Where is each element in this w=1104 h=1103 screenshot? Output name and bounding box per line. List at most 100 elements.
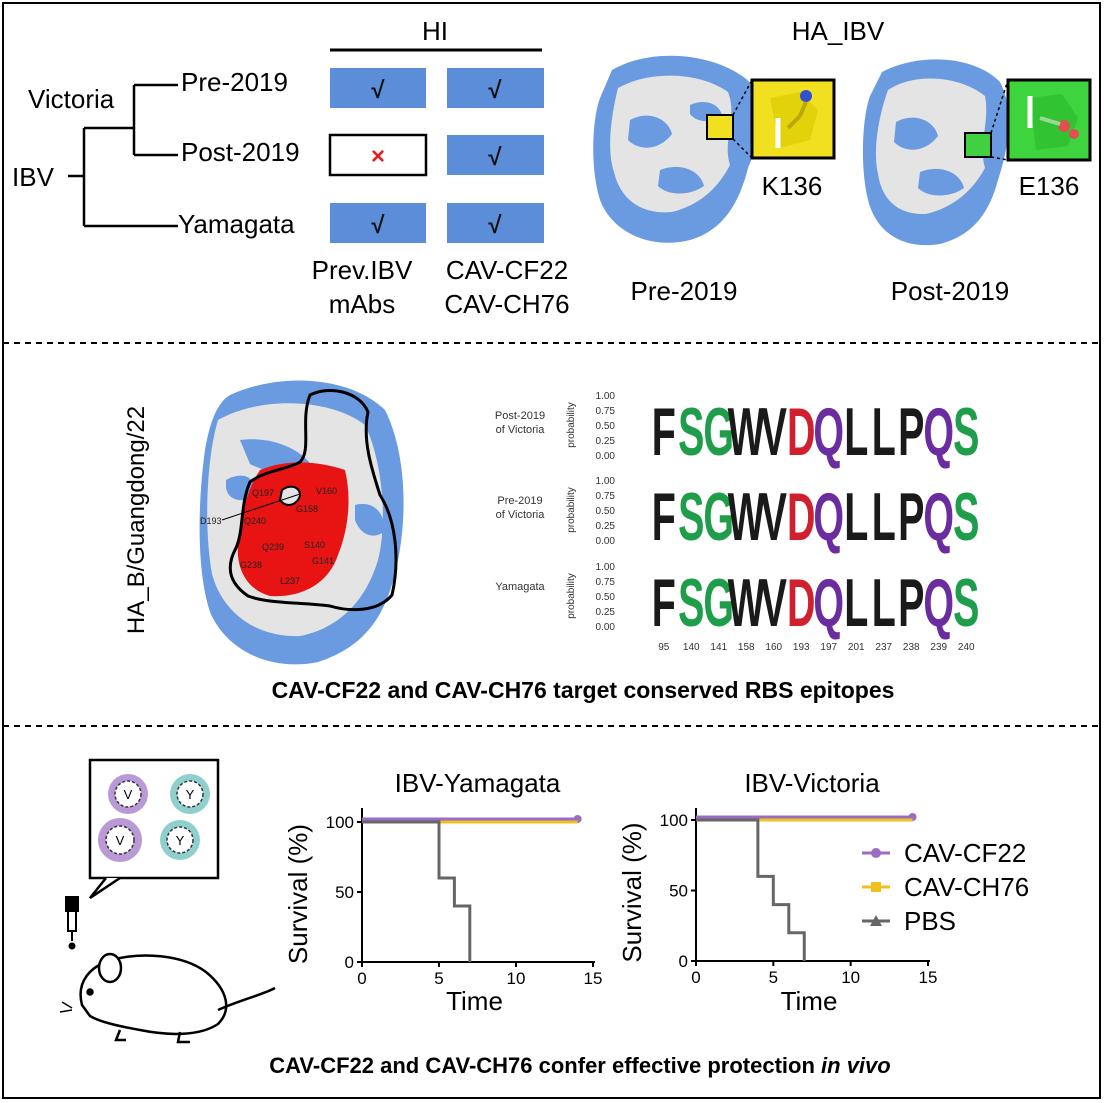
residue-k136-label: K136 <box>762 171 823 201</box>
y-tick-label: 0 <box>345 953 354 972</box>
logo-letter: L <box>872 394 896 470</box>
x-axis-label: Time <box>446 986 503 1016</box>
phylogeny-tree <box>68 83 178 228</box>
residue-g158: G158 <box>296 504 318 514</box>
logo-letter: F <box>652 394 676 470</box>
logo-prob-tick: 0.00 <box>596 536 616 547</box>
virus-v-bottom-left: V <box>98 818 142 862</box>
logo-letter: S <box>953 394 979 470</box>
logo-letter: Q <box>923 565 954 641</box>
x-tick-label: 10 <box>841 968 860 987</box>
survival-chart-yamagata: IBV-Yamagata 0 5 10 15 0 50 100 Time Survival (%) <box>283 768 602 1016</box>
logo-prob-tick: 1.00 <box>596 476 616 487</box>
series-line-pbs <box>696 818 806 961</box>
sequence-logo: Post-2019 of Victoria probability 1.00 0.75 0… <box>495 391 979 653</box>
logo-row-label: Pre-2019 <box>497 495 542 507</box>
speech-tail <box>89 876 121 900</box>
y-tick-label: 100 <box>660 811 688 830</box>
hi-header: HI <box>422 16 448 46</box>
logo-row-label-line2: of Victoria <box>496 424 546 436</box>
logo-prob-tick: 0.75 <box>596 406 616 417</box>
logo-letter: Q <box>813 394 844 470</box>
logo-prob-tick: 0.75 <box>596 577 616 588</box>
logo-position-label: 240 <box>958 642 975 653</box>
hi-cell-post-prev-mark: × <box>371 143 385 170</box>
hi-cell-post-cav-mark: √ <box>488 144 502 171</box>
residue-q240: Q240 <box>244 516 266 526</box>
mouse-icon <box>59 952 276 1044</box>
logo-prob-axis-title: probability <box>566 573 577 619</box>
virus-panel: V Y V Y <box>88 758 220 900</box>
virus-y-top-right: Y <box>170 774 210 814</box>
rbs-residue-labels: Q197 V160 D193 Q240 G158 Q239 S140 G141 … <box>200 486 337 586</box>
logo-prob-tick: 0.00 <box>596 451 616 462</box>
protein-surface-pre2019 <box>593 55 836 243</box>
virus-label-v2: V <box>116 833 125 848</box>
tree-victoria-label: Victoria <box>28 84 115 114</box>
x-tick-label: 5 <box>434 969 443 988</box>
logo-letter: Q <box>813 479 844 555</box>
legend-marker-circle <box>871 848 881 858</box>
x-tick-label: 0 <box>357 969 366 988</box>
x-tick-label: 15 <box>919 968 938 987</box>
residue-e136-label: E136 <box>1019 171 1080 201</box>
logo-letter: P <box>898 394 924 470</box>
logo-letter: L <box>844 394 868 470</box>
logo-letter: W <box>728 394 766 470</box>
hi-cell-pre-prev-mark: √ <box>371 77 385 104</box>
virus-label-y2: Y <box>176 833 185 848</box>
bottom-caption-italic: in vivo <box>821 1053 891 1078</box>
logo-letter: P <box>898 565 924 641</box>
logo-letter: L <box>844 479 868 555</box>
legend-label: CAV-CF22 <box>904 838 1026 868</box>
col-cav-line1: CAV-CF22 <box>446 255 568 285</box>
logo-letter: Q <box>923 394 954 470</box>
x-tick-label: 0 <box>691 968 700 987</box>
logo-letter: W <box>728 565 766 641</box>
residue-d193: D193 <box>200 516 222 526</box>
logo-letter: G <box>703 565 734 641</box>
y-tick-label: 100 <box>326 813 354 832</box>
residue-s140: S140 <box>304 540 325 550</box>
logo-position-label: 239 <box>930 642 947 653</box>
tree-root-label: IBV <box>12 162 55 192</box>
legend-marker-triangle <box>870 915 882 926</box>
structure-label-pre2019: Pre-2019 <box>631 276 738 306</box>
logo-position-label: 141 <box>710 642 727 653</box>
rbs-epitope-surface <box>199 380 404 665</box>
logo-prob-tick: 1.00 <box>596 562 616 573</box>
logo-letter: V <box>761 565 787 641</box>
bottom-caption: CAV-CF22 and CAV-CH76 confer effective p… <box>269 1053 890 1078</box>
logo-position-label: 158 <box>738 642 755 653</box>
logo-letter: V <box>761 394 787 470</box>
logo-position-label: 160 <box>765 642 782 653</box>
hi-cell-pre-prev <box>330 68 426 108</box>
logo-letter: L <box>872 565 896 641</box>
logo-prob-tick: 0.75 <box>596 491 616 502</box>
legend-label: PBS <box>904 906 956 936</box>
structure-title: HA_IBV <box>792 16 885 46</box>
y-tick-label: 0 <box>679 952 688 971</box>
logo-letter: S <box>953 565 979 641</box>
logo-letter: S <box>678 565 704 641</box>
chart-title: IBV-Victoria <box>744 768 880 798</box>
protein-surface-post2019 <box>862 59 1092 246</box>
logo-letter: F <box>652 565 676 641</box>
logo-prob-tick: 0.25 <box>596 436 616 447</box>
logo-letter: S <box>953 479 979 555</box>
y-tick-label: 50 <box>669 882 688 901</box>
logo-prob-tick: 0.25 <box>596 521 616 532</box>
series-line-pbs <box>362 820 472 962</box>
logo-row-label: Yamagata <box>495 581 545 593</box>
tree-pre2019-label: Pre-2019 <box>181 67 288 97</box>
legend-label: CAV-CH76 <box>904 872 1029 902</box>
logo-letter: P <box>898 479 924 555</box>
col-prev-line1: Prev.IBV <box>312 255 413 285</box>
logo-position-label: 193 <box>793 642 810 653</box>
logo-letter: L <box>872 479 896 555</box>
logo-prob-tick: 1.00 <box>596 391 616 402</box>
residue-l237: L237 <box>280 576 300 586</box>
survival-legend: CAV-CF22 CAV-CH76 PBS <box>862 838 1029 936</box>
